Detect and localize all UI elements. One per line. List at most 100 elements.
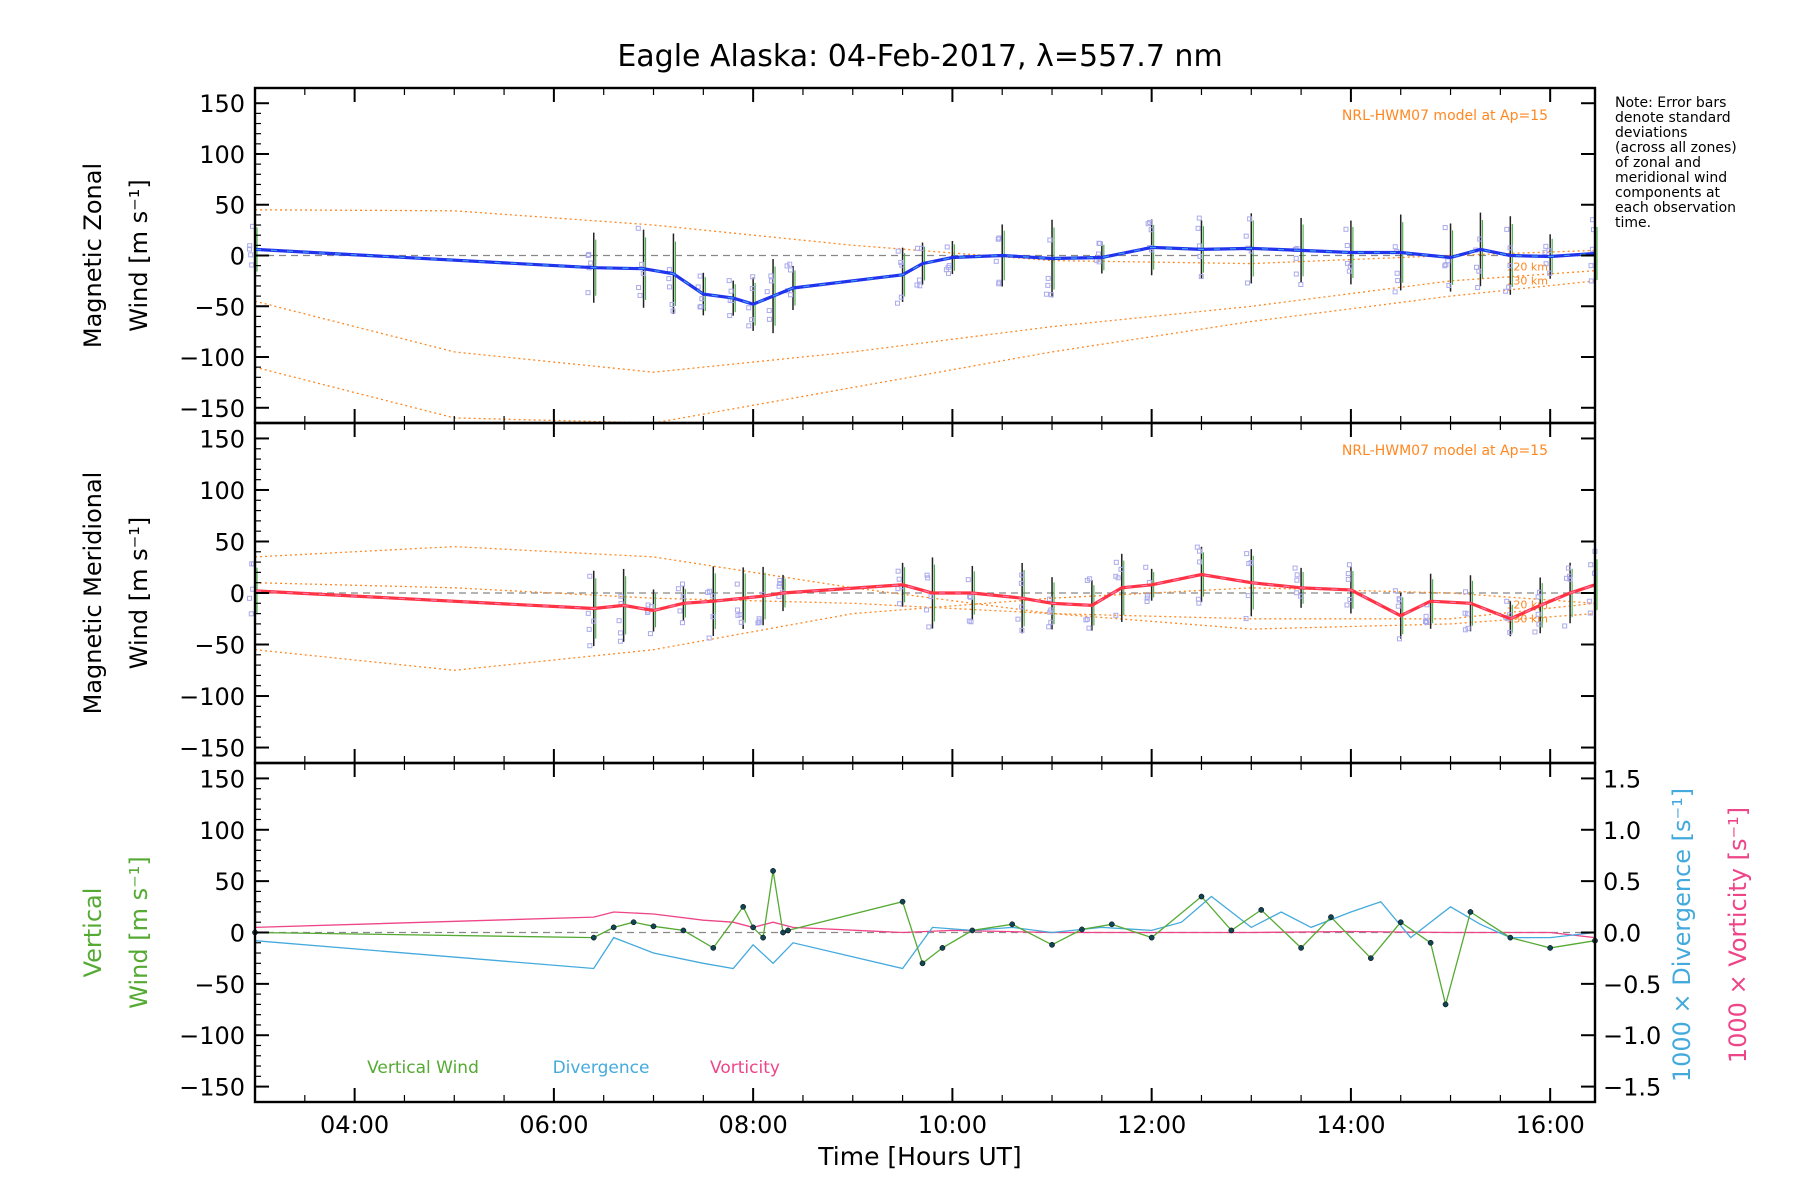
- scatter-point: [1018, 580, 1024, 586]
- scatter-point: [895, 568, 901, 574]
- scatter-point: [1197, 559, 1203, 565]
- scatter-point: [1477, 236, 1483, 242]
- vertical-wind-point: [1198, 893, 1205, 900]
- scatter-point: [1465, 625, 1471, 631]
- scatter-point: [1507, 629, 1513, 635]
- scatter-point: [749, 317, 755, 323]
- vertical-wind-point: [750, 924, 756, 931]
- scatter-point: [898, 259, 904, 265]
- scatter-point: [680, 594, 686, 600]
- scatter-point: [587, 643, 593, 649]
- scatter-point: [1084, 616, 1090, 622]
- scatter-point: [943, 267, 949, 273]
- scatter-point: [766, 316, 772, 322]
- scatter-point: [636, 285, 642, 291]
- scatter-point: [1195, 225, 1201, 231]
- scatter-point: [677, 608, 683, 614]
- scatter-point: [1083, 617, 1089, 623]
- y-tick-label: 0: [230, 243, 245, 271]
- y-tick-label: −100: [179, 1022, 245, 1050]
- scatter-point: [1048, 619, 1054, 625]
- scatter-point: [1046, 624, 1052, 630]
- scatter-point: [899, 262, 905, 268]
- y-tick-label: 150: [199, 90, 245, 118]
- scatter-point: [896, 576, 902, 582]
- scatter-point: [639, 261, 645, 267]
- scatter-point: [787, 261, 793, 267]
- vertical-wind-point: [1397, 919, 1404, 926]
- vorticity-line: [254, 911, 1596, 939]
- scatter-point: [635, 225, 641, 231]
- scatter-point: [1248, 560, 1254, 566]
- y-tick-label: 0: [230, 920, 245, 948]
- scatter-point: [914, 282, 920, 288]
- scatter-point: [944, 244, 950, 250]
- scatter-point: [993, 258, 999, 264]
- scatter-point: [1298, 282, 1304, 288]
- scatter-point: [726, 278, 732, 284]
- x-tick-label: 08:00: [719, 1111, 788, 1139]
- x-tick-label: 12:00: [1117, 1111, 1186, 1139]
- vertical-wind-point: [610, 924, 617, 931]
- note-line: denote standard: [1615, 110, 1731, 126]
- scatter-point: [679, 620, 685, 626]
- vertical-wind-point: [1507, 934, 1514, 941]
- scatter-point: [249, 561, 255, 567]
- scatter-point: [1345, 571, 1351, 577]
- vertical-wind-point: [1547, 945, 1554, 951]
- y2-tick-label: 1.0: [1603, 817, 1641, 845]
- vertical-wind-point: [1298, 945, 1304, 951]
- scatter-point: [756, 618, 762, 624]
- scatter-point: [1294, 577, 1300, 583]
- scatter-point: [1084, 577, 1090, 583]
- scatter-point: [1507, 263, 1513, 269]
- scatter-point: [1586, 598, 1592, 604]
- scatter-point: [1547, 270, 1553, 276]
- vertical-wind-point: [1258, 907, 1265, 913]
- scatter-point: [588, 260, 594, 266]
- scatter-point: [710, 593, 716, 599]
- scatter-point: [1442, 225, 1448, 231]
- scatter-point: [1086, 625, 1092, 631]
- scatter-point: [895, 248, 901, 254]
- scatter-point: [746, 323, 752, 329]
- scatter-point: [728, 288, 734, 294]
- legend-vorticity: Vorticity: [710, 1058, 780, 1078]
- y-tick-label: −150: [179, 395, 245, 423]
- scatter-point: [968, 619, 974, 625]
- scatter-point: [1392, 588, 1398, 594]
- scatter-point: [1048, 292, 1054, 298]
- scatter-point: [670, 308, 676, 314]
- vertical-wind-point: [1228, 927, 1235, 934]
- scatter-point: [1247, 216, 1253, 222]
- vertical-wind-point: [780, 929, 786, 936]
- vertical-wind-point: [1328, 914, 1334, 920]
- x-tick-label: 14:00: [1316, 1111, 1385, 1139]
- y-tick-label: −50: [194, 293, 245, 321]
- vertical-wind-point: [590, 934, 597, 941]
- model-label: NRL-HWM07 model at Ap=15: [1342, 108, 1548, 124]
- y-label-line-1: Magnetic Zonal: [79, 163, 107, 348]
- scatter-point: [1536, 589, 1542, 595]
- y-tick-label: 150: [199, 425, 245, 453]
- scatter-point: [248, 611, 254, 617]
- wind-series-highlight: [254, 573, 1596, 620]
- scatter-point: [1344, 602, 1350, 608]
- scatter-point: [1194, 544, 1200, 550]
- scatter-point: [1396, 636, 1402, 642]
- scatter-point: [1292, 565, 1298, 571]
- y2-label-vorticity: 1000 × Vorticity [s⁻¹]: [1724, 807, 1752, 1063]
- scatter-point: [749, 286, 755, 292]
- y-label-line-2: Wind [m s⁻¹]: [125, 179, 153, 331]
- y2-tick-label: 1.5: [1603, 765, 1641, 793]
- scatter-point: [750, 274, 756, 280]
- scatter-point: [1542, 249, 1548, 255]
- scatter-point: [1293, 271, 1299, 277]
- scatter-point: [1443, 262, 1449, 268]
- note-line: deviations: [1615, 125, 1687, 141]
- wind-series-highlight: [254, 246, 1596, 305]
- scatter-point: [788, 292, 794, 298]
- scatter-point: [746, 305, 752, 311]
- scatter-point: [727, 313, 733, 319]
